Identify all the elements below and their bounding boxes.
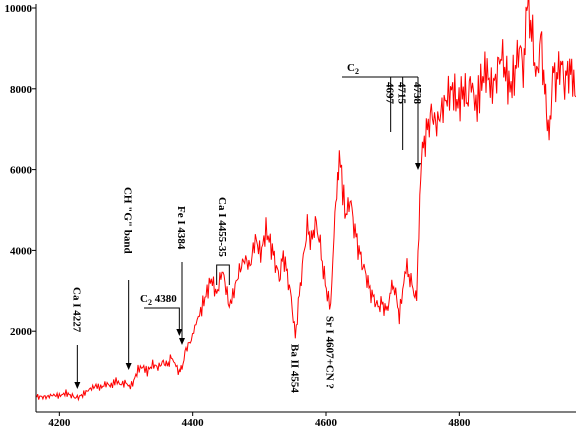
annotation-c2-band: 4738 xyxy=(411,82,423,105)
y-tick-label: 6000 xyxy=(10,165,33,177)
y-tick-label: 2000 xyxy=(10,326,33,338)
ticks: 4200 4400 4600 4800 2000 4000 6000 8000 10000 xyxy=(5,3,471,429)
arrow-marker xyxy=(179,338,185,345)
y-tick-label: 4000 xyxy=(10,245,33,257)
spectrum-line xyxy=(36,0,576,402)
x-tick-label: 4400 xyxy=(182,417,205,429)
c2-subscript: 2 xyxy=(148,298,152,307)
y-tick-label: 10000 xyxy=(5,3,33,15)
annotation-fe-4384: Fe I 4384 xyxy=(175,206,187,250)
c2-subscript: 2 xyxy=(355,67,359,76)
annotation-c2-band: 4697 xyxy=(384,82,396,105)
x-tick-label: 4600 xyxy=(315,417,338,429)
annotation-ca-4455: Ca I 4455-35 xyxy=(216,197,228,257)
annotation-c2-band: 4715 xyxy=(396,82,408,105)
annotation-c2-4380: C2 4380 xyxy=(140,293,177,307)
annotation-sr-4607: Sr I 4607+CN ? xyxy=(324,316,336,389)
annotation-line xyxy=(144,307,180,330)
annotation-ca-4227: Ca I 4227 xyxy=(70,287,82,333)
axes xyxy=(35,4,576,413)
annotation-c2-group: C2 xyxy=(347,62,359,76)
arrow-marker xyxy=(74,382,81,389)
x-tick-label: 4200 xyxy=(48,417,71,429)
c2-symbol: C xyxy=(140,293,148,305)
x-tick-label: 4800 xyxy=(448,417,471,429)
arrow-marker xyxy=(415,163,421,170)
annotation-ba-4554: Ba II 4554 xyxy=(288,344,300,393)
arrow-marker xyxy=(176,329,183,336)
y-tick-label: 8000 xyxy=(10,84,33,96)
arrow-marker xyxy=(125,363,132,370)
c2-symbol: C xyxy=(347,62,355,74)
c2-wavelength: 4380 xyxy=(152,293,177,305)
annotation-bracket xyxy=(216,264,230,285)
plot-area xyxy=(36,0,576,402)
annotation-ch-g-band: CH "G" band xyxy=(122,187,134,254)
